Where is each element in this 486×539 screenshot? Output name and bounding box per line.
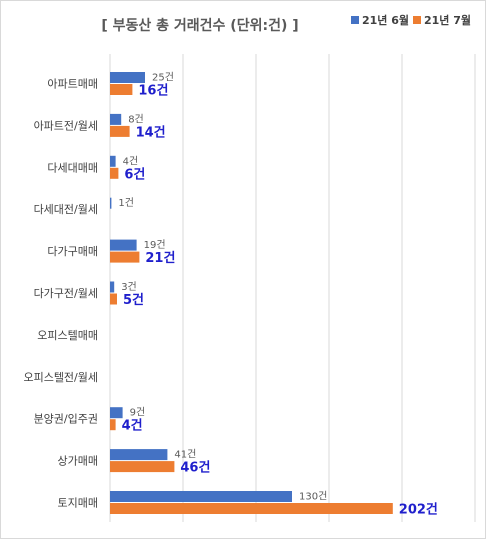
data-label-s1: 19건 xyxy=(144,239,166,251)
bar-s2 xyxy=(110,167,119,179)
data-label-s1: 3건 xyxy=(121,281,137,293)
bar-s1 xyxy=(110,155,116,167)
bar-s1 xyxy=(110,113,122,125)
data-labels: 25건16건8건14건4건6건1건19건21건3건5건9건4건41건46건130… xyxy=(118,72,438,518)
bar-s2 xyxy=(110,419,116,431)
data-label-s1: 9건 xyxy=(130,407,146,419)
category-label: 토지매매 xyxy=(58,497,98,510)
bar-s2 xyxy=(110,461,175,473)
data-label-s2: 14건 xyxy=(136,124,166,140)
legend-label-s1: 21년 6월 xyxy=(362,13,409,27)
legend-swatch-s2 xyxy=(413,16,421,24)
legend-swatch-s1 xyxy=(351,16,359,24)
bar-s1 xyxy=(110,197,112,209)
data-label-s2: 202건 xyxy=(399,502,438,518)
category-label: 오피스텔매매 xyxy=(37,329,98,342)
data-label-s2: 5건 xyxy=(123,292,144,308)
category-label: 다가구매매 xyxy=(47,245,98,258)
category-label: 다가구전/월세 xyxy=(34,287,98,300)
data-label-s1: 8건 xyxy=(128,113,144,125)
bar-s1 xyxy=(110,239,137,251)
bar-s2 xyxy=(110,84,133,95)
bar-s2 xyxy=(110,503,393,514)
bar-s2 xyxy=(110,125,130,137)
data-label-s2: 4건 xyxy=(122,418,143,434)
data-label-s1: 41건 xyxy=(174,449,196,461)
data-label-s1: 4건 xyxy=(123,155,139,167)
legend: 21년 6월 21년 7월 xyxy=(351,13,471,27)
bar-s1 xyxy=(110,449,168,461)
category-labels: 아파트매매아파트전/월세다세대매매다세대전/월세다가구매매다가구전/월세오피스텔… xyxy=(23,78,98,510)
data-label-s1: 130건 xyxy=(299,491,327,503)
bar-s1 xyxy=(110,491,292,502)
bar-s1 xyxy=(110,281,115,293)
data-label-s2: 21건 xyxy=(145,250,175,266)
category-label: 상가매매 xyxy=(58,455,98,468)
bar-s1 xyxy=(110,72,145,83)
data-label-s2: 46건 xyxy=(180,460,210,476)
category-label: 다세대전/월세 xyxy=(34,203,98,216)
data-label-s2: 6건 xyxy=(124,166,145,182)
bars xyxy=(110,72,393,514)
bar-s2 xyxy=(110,293,117,305)
category-label: 아파트매매 xyxy=(47,78,98,91)
data-label-s2: 16건 xyxy=(138,83,168,99)
data-label-s1: 25건 xyxy=(152,72,174,84)
category-label: 오피스텔전/월세 xyxy=(23,371,98,384)
bar-s2 xyxy=(110,251,140,263)
bar-s1 xyxy=(110,407,123,419)
chart-title: [ 부동산 총 거래건수 (단위:건) ] xyxy=(101,17,298,34)
category-label: 다세대매매 xyxy=(47,161,98,174)
data-label-s1: 1건 xyxy=(118,197,134,209)
category-label: 분양권/입주권 xyxy=(34,413,98,426)
legend-label-s2: 21년 7월 xyxy=(424,13,471,27)
category-label: 아파트전/월세 xyxy=(34,119,98,132)
